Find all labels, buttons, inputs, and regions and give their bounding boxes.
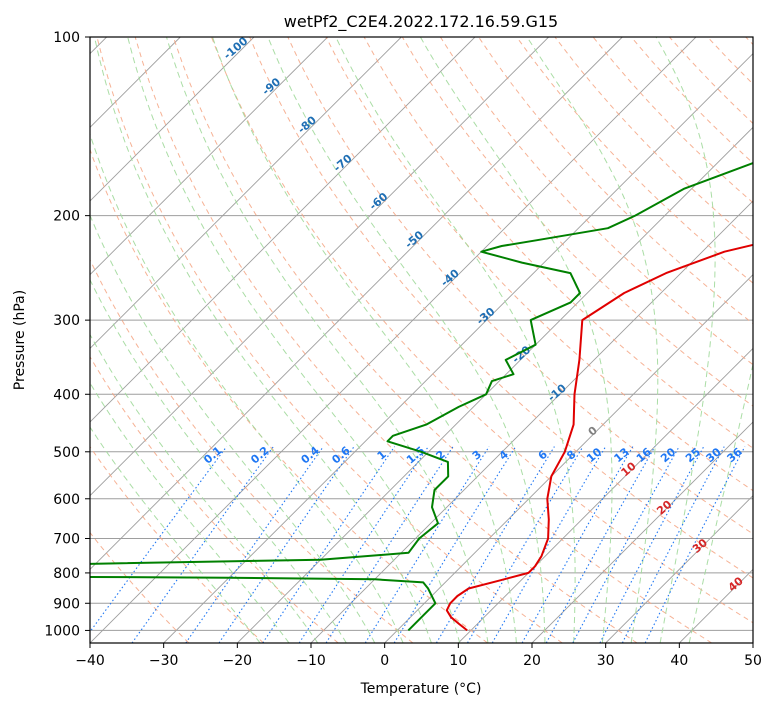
- mixing-ratio-line: [218, 446, 355, 643]
- dry-adiabat-line: [401, 37, 753, 407]
- dry-adiabat-line: [287, 37, 753, 535]
- dewpoint-line: [90, 162, 753, 632]
- isotherm-line: [605, 495, 753, 643]
- moist-adiabat-line: [267, 37, 546, 643]
- isotherm-line: [90, 37, 623, 570]
- isotherm-line: [90, 37, 549, 497]
- isotherm-line: [90, 37, 697, 643]
- isotherm-line: [384, 274, 753, 643]
- isotherm-line: [163, 53, 753, 643]
- mixing-ratio-line: [467, 446, 584, 643]
- moist-adiabat-line: [94, 37, 432, 643]
- mixing-ratio-lines: [90, 446, 746, 643]
- x-tick-label: 20: [523, 653, 541, 669]
- plot-frame: [89, 36, 754, 644]
- mixing-ratio-line: [325, 446, 454, 643]
- dry-adiabat-lines: [90, 37, 753, 643]
- x-axis-label: Temperature (°C): [360, 681, 482, 697]
- dry-adiabat-line: [172, 37, 712, 643]
- x-tick-label: 50: [744, 653, 762, 669]
- dry-adiabat-line: [90, 148, 488, 643]
- mixing-ratio-line: [545, 446, 656, 643]
- moist-adiabat-line: [90, 278, 347, 643]
- moist-adiabat-line: [127, 37, 461, 643]
- y-tick-label: 700: [53, 532, 80, 548]
- dry-adiabat-line: [439, 37, 753, 366]
- dry-adiabat-line: [90, 531, 190, 643]
- isotherm-line: [531, 421, 753, 643]
- y-axis-label: Pressure (hPa): [12, 290, 28, 390]
- isotherm-lines: [90, 37, 753, 643]
- moist-adiabat-line: [90, 214, 376, 643]
- dry-adiabat-line: [249, 37, 753, 579]
- isotherm-line: [90, 37, 255, 202]
- x-tick-label: −10: [296, 653, 326, 669]
- y-tick-label: 300: [53, 313, 80, 329]
- isotherm-line: [458, 347, 753, 643]
- y-tick-label: 100: [53, 30, 80, 46]
- dry-adiabat-line: [90, 445, 264, 643]
- moist-adiabat-lines: [90, 37, 753, 643]
- mixing-ratio-line: [621, 446, 725, 643]
- x-axis-ticks: −40 −30 −20 −10 0 10 20 30 40 50: [75, 643, 762, 669]
- x-tick-label: 30: [597, 653, 615, 669]
- moist-adiabat-line: [90, 426, 261, 643]
- isotherm-line: [90, 37, 476, 423]
- moist-adiabat-line: [688, 362, 753, 643]
- y-tick-label: 1000: [44, 623, 80, 639]
- moist-adiabat-line: [90, 333, 319, 643]
- moist-adiabat-line: [212, 37, 517, 643]
- mixing-ratio-line: [262, 446, 396, 643]
- temperature-line: [445, 243, 753, 632]
- moist-adiabat-line: [166, 37, 489, 643]
- moist-adiabat-line: [655, 37, 716, 643]
- mixing-ratio-line: [393, 446, 517, 643]
- mixing-ratio-line: [298, 446, 429, 643]
- x-tick-label: 10: [449, 653, 467, 669]
- x-tick-label: −30: [149, 653, 179, 669]
- y-tick-label: 400: [53, 387, 80, 403]
- y-tick-label: 600: [53, 492, 80, 508]
- mixing-ratio-line: [131, 446, 274, 643]
- dry-adiabat-line: [90, 258, 414, 643]
- dry-adiabat-line: [516, 37, 753, 284]
- y-axis-ticks: 100 200 300 400 500 600 700 800 900 1000: [44, 30, 90, 639]
- moist-adiabat-line: [90, 132, 404, 643]
- isotherm-line: [90, 37, 328, 276]
- mixing-ratio-line: [644, 446, 746, 643]
- pressure-gridlines: [90, 37, 753, 631]
- moist-adiabat-line: [419, 37, 613, 643]
- moist-adiabat-line: [90, 382, 290, 643]
- dry-adiabat-line: [96, 37, 563, 643]
- dry-adiabat-line: [211, 37, 753, 624]
- x-tick-label: −20: [223, 653, 253, 669]
- y-tick-label: 900: [53, 596, 80, 612]
- y-tick-label: 500: [53, 445, 80, 461]
- moist-adiabat-line: [335, 37, 576, 643]
- mixing-ratio-line: [435, 446, 555, 643]
- mixing-ratio-line: [185, 446, 324, 643]
- y-tick-label: 800: [53, 566, 80, 582]
- x-tick-label: −40: [75, 653, 105, 669]
- x-tick-label: 0: [380, 653, 389, 669]
- sounding-series: [90, 162, 753, 632]
- isotherm-line: [237, 126, 753, 643]
- dry-adiabat-line: [90, 355, 339, 643]
- y-tick-label: 200: [53, 209, 80, 225]
- chart-title: wetPf2_C2E4.2022.172.16.59.G15: [284, 12, 558, 32]
- x-tick-label: 40: [670, 653, 688, 669]
- isotherm-line: [90, 37, 402, 349]
- mixing-ratio-line: [90, 446, 228, 633]
- mixing-ratio-line: [364, 446, 490, 643]
